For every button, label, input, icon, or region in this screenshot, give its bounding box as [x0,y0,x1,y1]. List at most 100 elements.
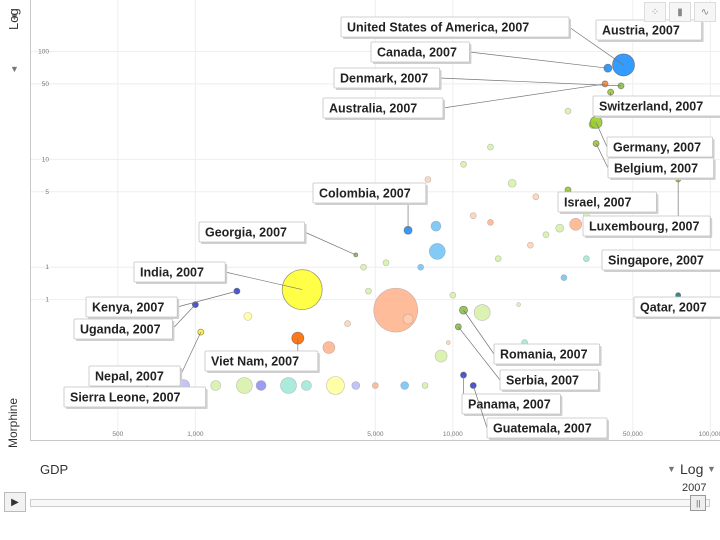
callout-box [592,95,720,117]
y-tick-label: 50 [42,81,50,88]
callout-box [63,386,207,408]
callout-box [601,249,720,271]
data-point [360,263,367,271]
callout-label: Canada, 2007 [377,46,457,60]
callout-connector [177,290,237,308]
data-point [210,380,222,391]
play-button[interactable]: ▶ [4,492,26,512]
callout-label: Viet Nam, 2007 [211,355,299,369]
callout-label: Kenya, 2007 [92,301,164,315]
callout-label: Romania, 2007 [500,348,588,362]
data-point [460,160,467,168]
callout-box [85,296,178,318]
data-point [236,377,253,394]
callout-box [204,350,319,372]
data-point [428,243,446,260]
callout-label: Georgia, 2007 [205,226,287,240]
callout-box [322,97,444,119]
data-point [560,274,568,281]
y-tick-label: 5 [45,189,49,196]
callout-connector [225,271,303,290]
data-point [430,220,442,232]
data-point [445,340,451,345]
line-chart-icon[interactable]: ∿ [694,2,716,22]
pause-icon: || [696,498,701,508]
callout-connector [439,77,622,87]
data-point [542,231,550,239]
x-tick-label: 500 [112,431,123,438]
callout-connector [304,231,356,256]
scatter-chart: 500 1,000 5,000 10,000 50,000 100,000 100 50 10 5… [31,0,720,440]
callout-box [333,67,440,89]
data-point [417,263,424,271]
data-point [400,381,409,390]
chevron-down-icon[interactable]: ▼ [707,464,716,474]
y-tick-label: 1 [45,264,49,271]
x-tick-label: 5,000 [367,431,384,438]
callout-box [133,261,226,283]
data-point [449,291,457,299]
data-point [507,178,517,188]
slider-thumb[interactable]: || [690,495,707,511]
callout-box [607,157,714,179]
callout-box [499,369,599,391]
callout-connector [472,385,488,429]
x-tick-label: 1,000 [187,431,204,438]
data-point [382,259,390,267]
callout-box [557,191,657,213]
data-point [469,212,477,220]
callout-box [633,296,720,318]
callout-box [73,318,173,340]
callout-connector [568,26,624,66]
data-point [424,176,432,183]
data-point [353,252,359,258]
year-label: 2007 [682,482,707,494]
y-metric-selector[interactable]: Morphine [6,397,20,448]
callout-label: Austria, 2007 [602,24,680,38]
callout-box [461,393,561,415]
data-point [322,341,336,354]
x-metric-selector[interactable]: GDP [40,462,69,477]
callout-connector [595,122,608,148]
callout-label: Guatemala, 2007 [493,422,592,436]
callout-box [340,16,570,38]
data-point [372,382,379,389]
callout-box [493,343,600,365]
data-point [280,377,297,394]
data-point [365,287,372,295]
callout-connector [469,51,608,69]
callout-box [312,182,427,204]
y-tick-label: 1 [45,297,49,304]
callout-label: Israel, 2007 [564,196,631,210]
bubble-chart-icon[interactable]: ⁘ [644,2,666,22]
data-point [564,107,572,115]
callout-label: Panama, 2007 [468,398,551,412]
callout-box [582,215,711,237]
data-point [351,381,361,390]
data-point [373,287,419,333]
x-tick-label: 10,000 [443,431,463,438]
callout-box [486,417,608,439]
callout-label: Uganda, 2007 [80,323,161,337]
data-point [583,255,590,262]
chevron-down-icon: ▼ [10,12,19,22]
callout-connector [172,304,196,330]
callout-label: India, 2007 [140,266,204,280]
chevron-down-icon: ▼ [10,64,19,74]
callout-label: Luxembourg, 2007 [589,220,699,234]
data-point [487,143,494,151]
plot-area: 500 1,000 5,000 10,000 50,000 100,000 100 50 10 5… [30,0,720,441]
time-slider[interactable]: || [30,495,710,511]
callout-label: Australia, 2007 [329,102,417,116]
chevron-down-icon[interactable]: ▼ [667,464,676,474]
bar-chart-icon[interactable]: ▮ [669,2,691,22]
data-point [344,320,351,327]
callout-label: Sierra Leone, 2007 [70,391,181,405]
y-scale-selector[interactable]: ▼ Log ▼ [4,8,26,74]
callout-label: Singapore, 2007 [608,254,704,268]
play-icon: ▶ [11,496,19,508]
callout-label: Denmark, 2007 [340,72,428,86]
data-point [532,193,540,201]
callout-label: Switzerland, 2007 [599,100,703,114]
x-scale-selector[interactable]: Log [680,461,704,477]
